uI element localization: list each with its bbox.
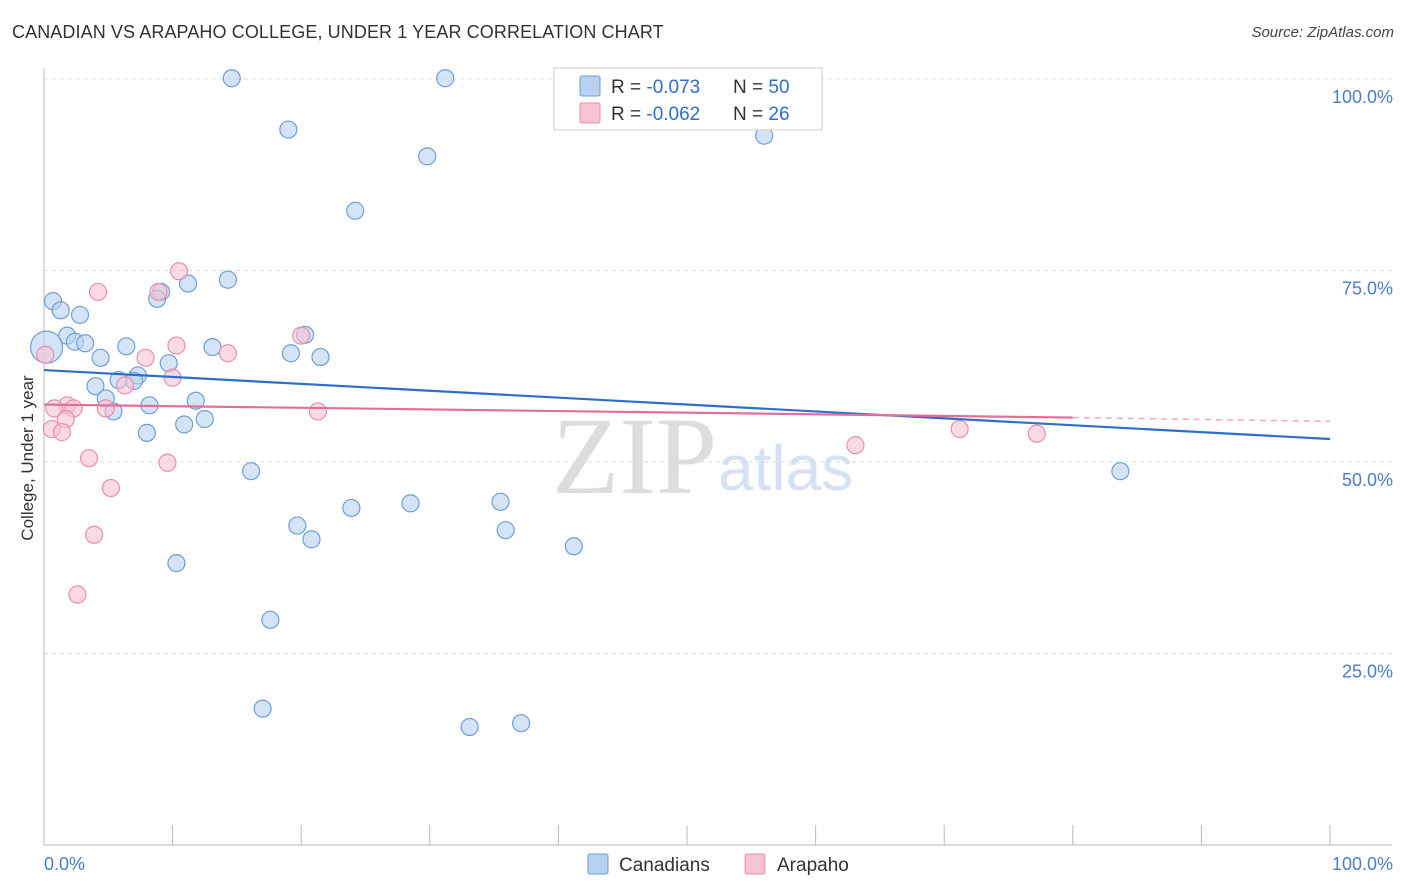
canadians-point-12 (51, 301, 70, 320)
arapaho-point-4 (167, 336, 186, 355)
arapaho-point-25 (68, 585, 87, 604)
arapaho-point-12 (96, 399, 115, 418)
n-label: N = (733, 77, 768, 98)
trend-lines (43, 368, 1331, 441)
canadians-point-23 (311, 347, 330, 367)
canadians-point-48 (512, 714, 531, 733)
canadians-point-46 (261, 610, 280, 629)
chart-title: CANADIAN VS ARAPAHO COLLEGE, UNDER 1 YEA… (12, 22, 664, 42)
arapaho-points (36, 262, 1046, 604)
arapaho-point-7 (136, 348, 155, 367)
canadians-point-41 (288, 516, 307, 535)
canadians-point-1 (436, 69, 455, 88)
canadians-point-39 (401, 494, 420, 513)
bottom-legend: Canadians Arapaho (587, 853, 849, 876)
canadians-point-45 (167, 554, 186, 573)
canadians-point-22 (281, 344, 301, 363)
x-axis-ticks (43, 825, 1331, 845)
canadians-n: N = 50 (733, 77, 790, 98)
n-value: 50 (768, 77, 789, 98)
canadians-point-40 (342, 498, 361, 518)
canadians-point-13 (70, 305, 90, 325)
arapaho-point-24 (85, 525, 104, 544)
canadians-point-0 (222, 69, 241, 88)
arapaho-point-14 (308, 402, 328, 421)
source-label: Source: ZipAtlas.com (1251, 24, 1394, 41)
bottom-legend-canadians-label: Canadians (619, 855, 710, 876)
x-tick-label-max: 100.0% (1332, 854, 1393, 874)
r-value: -0.062 (646, 104, 700, 125)
y-tick-label-100: 100.0% (1332, 87, 1393, 107)
arapaho-point-5 (218, 344, 237, 363)
canadians-point-30 (186, 391, 205, 410)
bottom-legend-arapaho-label: Arapaho (777, 855, 849, 876)
arapaho-point-22 (158, 453, 177, 472)
bottom-legend-canadians-swatch (587, 853, 609, 875)
arapaho-n: N = 26 (733, 104, 790, 125)
arapaho-point-17 (52, 423, 72, 442)
x-tick-label-min: 0.0% (44, 854, 85, 874)
arapaho-point-2 (149, 282, 168, 302)
y-tick-label-50: 50.0% (1342, 470, 1393, 490)
canadians-point-43 (302, 530, 321, 549)
arapaho-trend-extension (1072, 416, 1331, 423)
arapaho-point-18 (950, 419, 969, 439)
arapaho-point-20 (846, 436, 865, 455)
arapaho-stats: R = -0.062 (611, 104, 700, 125)
canadians-point-6 (346, 201, 365, 220)
watermark-atlas: atlas (718, 432, 853, 504)
n-value: 26 (768, 104, 789, 125)
canadians-point-44 (564, 537, 583, 556)
arapaho-point-19 (1027, 424, 1046, 443)
stats-legend: R = -0.073 N = 50 R = -0.062 N = 26 (553, 67, 823, 131)
watermark-zip: ZIP (552, 395, 717, 517)
arapaho-point-23 (101, 478, 120, 498)
gridlines (44, 78, 1392, 654)
r-label: R = (611, 77, 646, 98)
watermark: ZIP atlas (552, 395, 853, 517)
y-tick-labels: 25.0% 50.0% 75.0% 100.0% (1332, 87, 1393, 682)
arapaho-point-6 (36, 345, 55, 364)
canadians-swatch (579, 75, 601, 97)
y-axis-label: College, Under 1 year (18, 375, 37, 541)
canadians-point-49 (460, 717, 479, 737)
canadians-stats: R = -0.073 (611, 77, 700, 98)
y-tick-label-25: 25.0% (1342, 662, 1393, 682)
canadians-point-7 (218, 270, 237, 289)
arapaho-point-1 (88, 282, 108, 302)
canadians-point-3 (279, 120, 298, 139)
arapaho-trend-line (43, 403, 1073, 419)
canadians-point-17 (117, 337, 136, 356)
canadians-point-4 (418, 147, 437, 166)
canadians-point-38 (491, 492, 510, 511)
r-value: -0.073 (646, 77, 700, 98)
canadians-point-47 (253, 699, 272, 718)
n-label: N = (733, 104, 768, 125)
arapaho-point-0 (169, 262, 189, 281)
canadians-point-8 (178, 274, 198, 293)
bottom-legend-arapaho-swatch (744, 853, 766, 875)
canadians-point-34 (175, 415, 194, 434)
canadians-point-16 (76, 334, 95, 353)
arapaho-point-9 (115, 376, 135, 395)
arapaho-swatch (579, 102, 601, 124)
canadians-point-18 (203, 338, 222, 357)
canadians-point-28 (86, 377, 105, 396)
canadians-point-21 (91, 348, 110, 367)
canadians-point-36 (241, 462, 261, 481)
arapaho-point-21 (79, 449, 99, 468)
arapaho-point-3 (292, 326, 311, 345)
canadians-point-42 (496, 521, 515, 540)
canadians-point-37 (1111, 462, 1130, 481)
canadians-trend-line (43, 368, 1331, 441)
y-tick-label-75: 75.0% (1342, 279, 1393, 299)
r-label: R = (611, 104, 646, 125)
canadians-point-35 (137, 423, 156, 442)
canadians-point-33 (195, 410, 214, 429)
